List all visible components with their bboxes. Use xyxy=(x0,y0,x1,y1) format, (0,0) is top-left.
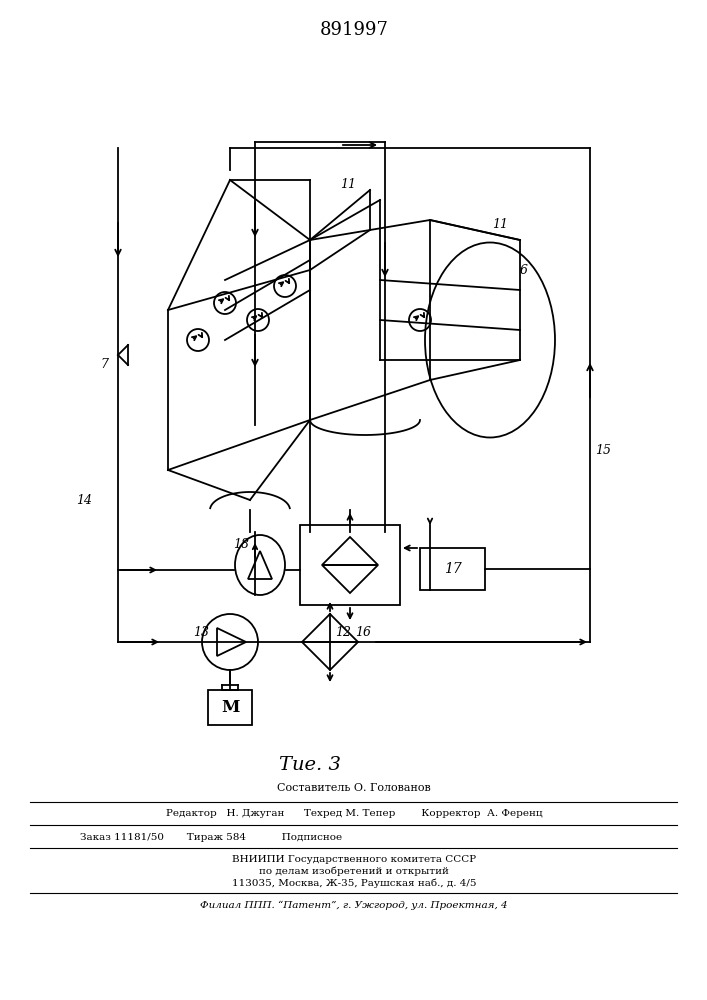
Text: по делам изобретений и открытий: по делам изобретений и открытий xyxy=(259,866,449,876)
Text: Филиал ППП. “Патент”, г. Ужгород, ул. Проектная, 4: Филиал ППП. “Патент”, г. Ужгород, ул. Пр… xyxy=(200,900,508,910)
Text: 13: 13 xyxy=(193,626,209,639)
Text: 6: 6 xyxy=(520,263,528,276)
Text: M: M xyxy=(221,700,239,716)
Text: Редактор   Н. Джуган      Техред М. Тепер        Корректор  А. Ференц: Редактор Н. Джуган Техред М. Тепер Корре… xyxy=(165,810,542,818)
Text: Τие. 3: Τие. 3 xyxy=(279,756,341,774)
Text: ВНИИПИ Государственного комитета СССР: ВНИИПИ Государственного комитета СССР xyxy=(232,854,476,863)
Text: 12: 12 xyxy=(335,626,351,639)
Text: 11: 11 xyxy=(340,178,356,192)
Text: 14: 14 xyxy=(76,493,92,506)
Text: 18: 18 xyxy=(233,538,249,552)
Text: 16: 16 xyxy=(355,626,371,639)
Text: Заказ 11181/50       Тираж 584           Подписное: Заказ 11181/50 Тираж 584 Подписное xyxy=(80,832,342,842)
Text: 17: 17 xyxy=(443,562,462,576)
Text: 7: 7 xyxy=(100,359,108,371)
Text: 11: 11 xyxy=(492,219,508,232)
Text: 891997: 891997 xyxy=(320,21,388,39)
Text: 113035, Москва, Ж-35, Раушская наб., д. 4/5: 113035, Москва, Ж-35, Раушская наб., д. … xyxy=(232,878,477,888)
Text: Составитель О. Голованов: Составитель О. Голованов xyxy=(277,783,431,793)
Text: 15: 15 xyxy=(595,444,611,456)
